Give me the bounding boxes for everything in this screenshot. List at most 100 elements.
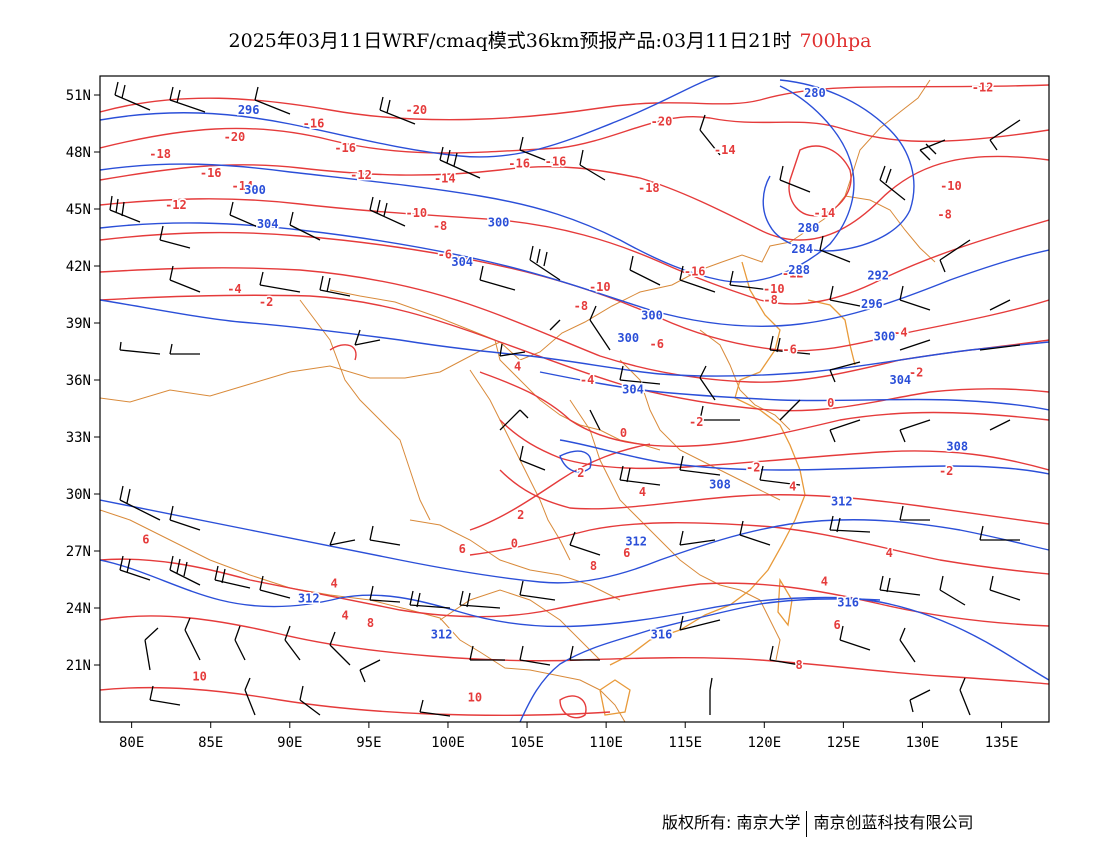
- lon-tick-label: 110E: [589, 735, 623, 751]
- isohypse-label: 300: [874, 329, 896, 343]
- isotherm-label: 0: [620, 426, 627, 440]
- isotherm-label: -14: [232, 179, 254, 193]
- isotherm-label: -16: [200, 166, 222, 180]
- isotherm-label: 2: [517, 508, 524, 522]
- isohypse-label: 300: [641, 308, 663, 322]
- isotherm-label: 6: [833, 618, 840, 632]
- isotherm-label: 4: [886, 546, 893, 560]
- map-frame: [99, 75, 1050, 723]
- isotherm-label: -6: [650, 337, 664, 351]
- isohypse-label: 312: [298, 592, 320, 606]
- copyright-right: 南京创蓝科技有限公司: [813, 813, 974, 832]
- title-main: 2025年03月11日WRF/cmaq模式36km预报产品:03月11日21时: [228, 30, 792, 52]
- isohypse-label: 292: [867, 269, 889, 283]
- isotherm-label: -10: [405, 206, 427, 220]
- isohypse-label: 280: [798, 221, 820, 235]
- isotherm-label: -12: [165, 198, 187, 212]
- isotherm-label: 8: [367, 616, 374, 630]
- lat-tick-label: 21N: [66, 658, 91, 674]
- lat-tick-label: 24N: [66, 601, 91, 617]
- wind-barbs: [109, 81, 1021, 717]
- isotherm-label: -8: [574, 299, 588, 313]
- isotherm-label: -16: [684, 265, 706, 279]
- isotherm-label: -2: [909, 365, 923, 379]
- lon-tick-label: 130E: [906, 735, 940, 751]
- isohypse-label: 304: [451, 255, 473, 269]
- isotherm-label: -2: [259, 295, 273, 309]
- copyright-left: 版权所有: 南京大学: [662, 813, 801, 832]
- isotherm-label: -20: [224, 130, 246, 144]
- longitude-axis: 80E 85E 90E 95E 100E 105E 110E 115E 120E 125E 130E…: [119, 722, 1018, 751]
- isohypse-label: 312: [431, 628, 453, 642]
- isotherm-label: -14: [714, 143, 736, 157]
- isohypse-label: 284: [791, 242, 813, 256]
- lat-tick-label: 36N: [66, 373, 91, 389]
- isotherm-label: -14: [434, 172, 456, 186]
- isotherm-label: 2: [577, 466, 584, 480]
- lat-tick-label: 48N: [66, 145, 91, 161]
- isotherm-label: 0: [511, 536, 518, 550]
- isohypse-label: 304: [622, 383, 644, 397]
- isohypse-label: 296: [238, 103, 260, 117]
- lat-tick-label: 33N: [66, 430, 91, 446]
- isohypse-label: 304: [257, 217, 279, 231]
- isotherm-label: -2: [939, 464, 953, 478]
- isohypse-label: 304: [889, 373, 911, 387]
- isotherm-label: -6: [438, 248, 452, 262]
- isotherm-label: -4: [893, 326, 907, 340]
- lon-tick-label: 115E: [668, 735, 702, 751]
- isotherm-label: -20: [651, 115, 673, 129]
- isotherm-label: -8: [763, 293, 777, 307]
- isotherm-label: 8: [795, 658, 802, 672]
- isotherm-label: -12: [350, 168, 372, 182]
- isotherm-labels: -20-20-20-12-18-16-16-16-16 -16-14-14-12-…: [141, 79, 995, 706]
- isotherm-label: 8: [590, 559, 597, 573]
- isotherm-label: -14: [814, 206, 836, 220]
- isotherm-label: 4: [342, 609, 349, 623]
- footer-divider: [806, 810, 808, 837]
- isohypse-label: 316: [651, 628, 673, 642]
- isotherm-label: 6: [142, 533, 149, 547]
- isotherm-label: 4: [821, 574, 828, 588]
- isotherm-label: -16: [334, 141, 356, 155]
- lat-tick-label: 39N: [66, 316, 91, 332]
- isohypse-label: 300: [488, 215, 510, 229]
- isohypse-label: 280: [804, 86, 826, 100]
- isotherm-label: -10: [589, 280, 611, 294]
- isotherm-label: -16: [303, 117, 325, 131]
- lon-tick-label: 120E: [747, 735, 781, 751]
- isohypse-label: 308: [946, 440, 968, 454]
- lon-tick-label: 135E: [985, 735, 1019, 751]
- lon-tick-label: 125E: [827, 735, 861, 751]
- isotherm-label: -8: [937, 208, 951, 222]
- isotherm-label: -18: [638, 181, 660, 195]
- isohypse-label: 312: [831, 495, 853, 509]
- lon-tick-label: 100E: [431, 735, 465, 751]
- isotherm-label: 10: [192, 669, 206, 683]
- isotherm-label: -12: [782, 267, 804, 281]
- isotherm-label: 4: [639, 485, 646, 499]
- latitude-axis: 51N 48N 45N 42N 39N 36N 33N 30N 27N 24N 21N: [66, 88, 100, 674]
- lon-tick-label: 90E: [277, 735, 302, 751]
- isohypse-label: 288: [788, 263, 810, 277]
- isotherm-label: -2: [689, 415, 703, 429]
- isotherm-label: -16: [545, 155, 567, 169]
- lon-tick-label: 85E: [198, 735, 223, 751]
- title-pressure-level: 700hpa: [799, 30, 872, 52]
- copyright-footer: 版权所有: 南京大学 南京创蓝科技有限公司: [662, 809, 974, 837]
- isohypse-label: 300: [617, 331, 639, 345]
- isotherm-label: 4: [789, 479, 796, 493]
- isohypse-label: 308: [709, 478, 731, 492]
- lat-tick-label: 51N: [66, 88, 91, 104]
- lat-tick-label: 27N: [66, 544, 91, 560]
- isotherm-label: -12: [972, 80, 994, 94]
- lon-tick-label: 95E: [356, 735, 381, 751]
- lat-tick-label: 30N: [66, 487, 91, 503]
- isotherm-label: -20: [405, 103, 427, 117]
- isotherm-label: -16: [508, 156, 530, 170]
- isohypse-label: 296: [861, 297, 883, 311]
- lat-tick-label: 45N: [66, 202, 91, 218]
- country-borders: [100, 79, 936, 722]
